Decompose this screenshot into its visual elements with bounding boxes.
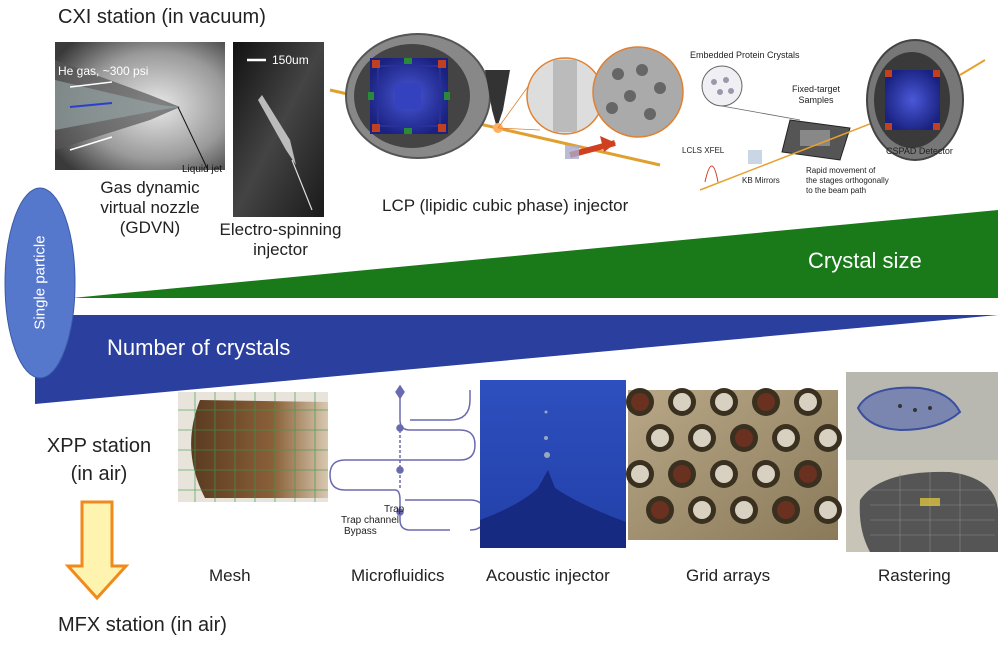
fixed-target-image: [699, 39, 986, 191]
xpp-line-2: (in air): [70, 463, 128, 485]
detector-label: CSPAD Detector: [886, 146, 953, 156]
microfluidics-image: [329, 384, 486, 531]
xpp-label: XPP station (in air): [24, 432, 174, 488]
grid-well-inner: [715, 465, 733, 483]
acoustic-caption: Acoustic injector: [486, 566, 610, 585]
grid-arrays-caption: Grid arrays: [686, 566, 771, 585]
grid-well-inner: [693, 429, 711, 447]
micro-trap-channel-label: Trap channel: [341, 515, 399, 526]
single-particle-ellipse: [4, 187, 76, 379]
mfx-label: MFX station (in air): [58, 614, 227, 636]
grid-well-inner: [819, 501, 837, 519]
gdvn-caption-line-3: (GDVN): [119, 218, 181, 237]
embedded-crystals-label: Embedded Protein Crystals: [690, 50, 800, 60]
gdvn-caption-line-1: Gas dynamic: [100, 178, 200, 197]
micro-trap-label: Trap: [384, 504, 405, 515]
grid-well-inner: [735, 429, 753, 447]
grid-well-inner: [757, 393, 775, 411]
grid-well-inner: [799, 393, 817, 411]
lcp-caption: LCP (lipidic cubic phase) injector: [382, 196, 629, 215]
electrospin-scale-label: 150um: [272, 53, 309, 67]
grid-well-inner: [673, 465, 691, 483]
acoustic-image: [480, 380, 626, 548]
mesh-image: [178, 392, 328, 502]
movement-label: Rapid movement of the stages orthogonall…: [806, 166, 889, 196]
fixed-target-line-1: Fixed-target: [791, 84, 841, 94]
kb-mirrors-label: KB Mirrors: [742, 176, 780, 185]
gdvn-jet-label: Liquid jet: [182, 164, 223, 175]
grid-well-inner: [777, 501, 795, 519]
electrospin-caption: Electro-spinning injector: [208, 220, 353, 260]
grid-well-inner: [735, 501, 753, 519]
grid-arrays-image: [626, 388, 842, 540]
movement-line-2: the stages orthogonally: [806, 176, 889, 185]
grid-well-inner: [715, 393, 733, 411]
fixed-target-samples-label: Fixed-target Samples: [776, 84, 856, 106]
movement-line-3: to the beam path: [806, 186, 867, 195]
lcp-image: [329, 33, 684, 167]
electrospin-caption-line-1: Electro-spinning: [219, 220, 342, 239]
number-of-crystals-wedge: [35, 315, 998, 404]
gdvn-gas-label: He gas, ~300 psi: [58, 64, 149, 78]
xpp-line-1: XPP station: [46, 435, 152, 457]
grid-well-inner: [651, 501, 669, 519]
page-title: CXI station (in vacuum): [58, 6, 266, 28]
microfluidics-caption: Microfluidics: [351, 566, 445, 585]
xfel-label: LCLS XFEL: [682, 146, 725, 155]
grid-well-inner: [673, 393, 691, 411]
down-arrow-icon: [64, 500, 130, 601]
rastering-image: [846, 372, 998, 552]
crystal-size-wedge: [72, 210, 998, 298]
grid-well-inner: [777, 429, 795, 447]
electrospin-caption-line-2: injector: [253, 240, 308, 259]
electrospin-image: [233, 42, 324, 217]
gdvn-image: [55, 42, 225, 171]
grid-well-inner: [799, 465, 817, 483]
rastering-caption: Rastering: [878, 566, 951, 585]
grid-well-inner: [693, 501, 711, 519]
single-particle-label: Single particle: [31, 235, 49, 330]
grid-well-inner: [631, 465, 649, 483]
micro-bypass-label: Bypass: [344, 526, 377, 537]
number-of-crystals-label: Number of crystals: [107, 335, 291, 360]
grid-well-inner: [819, 429, 837, 447]
grid-well-inner: [651, 429, 669, 447]
gdvn-caption: Gas dynamic virtual nozzle (GDVN): [80, 178, 220, 238]
gdvn-caption-line-2: virtual nozzle: [100, 198, 200, 217]
crystal-size-label: Crystal size: [808, 248, 922, 273]
grid-well-inner: [631, 393, 649, 411]
movement-line-1: Rapid movement of: [806, 166, 876, 175]
mesh-caption: Mesh: [209, 566, 251, 585]
fixed-target-line-2: Samples: [798, 95, 834, 105]
grid-well-inner: [757, 465, 775, 483]
